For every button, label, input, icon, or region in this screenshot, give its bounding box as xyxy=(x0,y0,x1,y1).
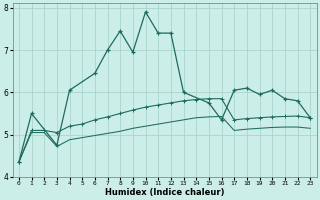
X-axis label: Humidex (Indice chaleur): Humidex (Indice chaleur) xyxy=(105,188,224,197)
